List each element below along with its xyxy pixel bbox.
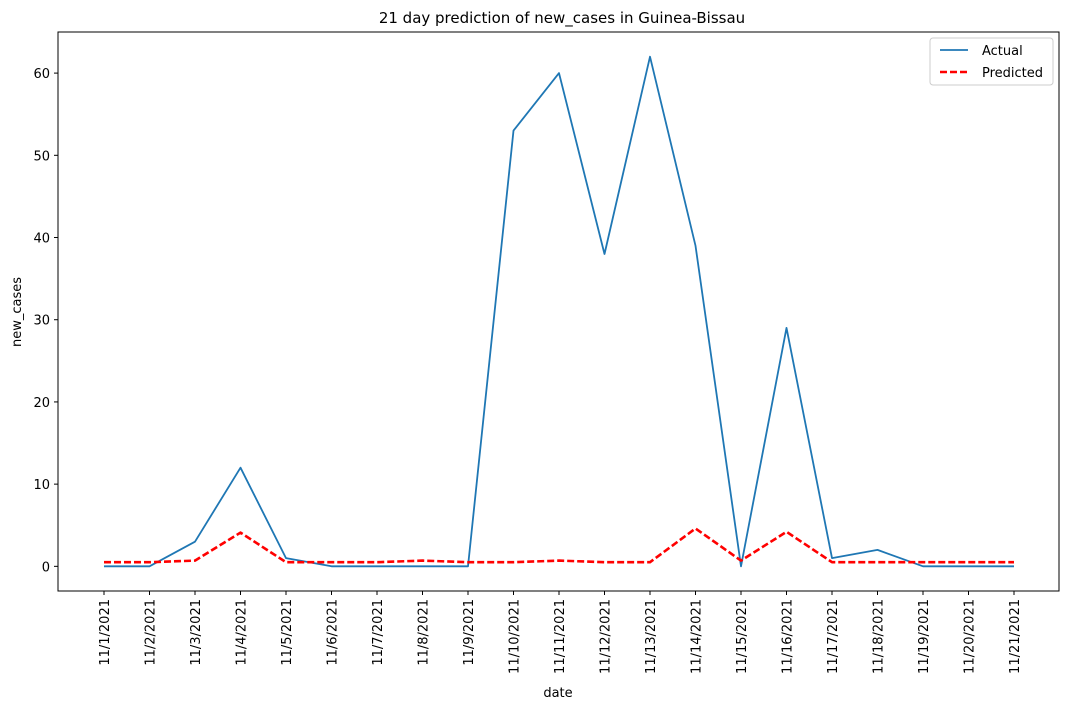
x-tick-label: 11/16/2021 <box>781 599 796 674</box>
x-tick-label: 11/2/2021 <box>144 599 159 666</box>
data-point-predicted <box>331 562 332 563</box>
data-point-actual <box>513 130 514 131</box>
data-point-actual <box>286 558 287 559</box>
y-axis: 0 10 20 30 40 50 60 <box>33 67 58 575</box>
data-point-actual <box>877 549 878 550</box>
x-tick-label: 11/11/2021 <box>553 599 568 674</box>
y-tick-label: 40 <box>33 232 50 247</box>
x-tick-label: 11/21/2021 <box>1008 599 1023 674</box>
data-point-predicted <box>923 562 924 563</box>
data-point-predicted <box>741 560 742 561</box>
data-point-actual <box>741 566 742 567</box>
series-layer <box>104 55 1015 568</box>
data-point-predicted <box>149 562 150 563</box>
x-tick-label: 11/9/2021 <box>462 599 477 666</box>
data-point-predicted <box>877 562 878 563</box>
x-axis-label: date <box>543 686 572 701</box>
data-point-actual <box>468 566 469 567</box>
data-point-actual <box>786 327 787 328</box>
x-tick-label: 11/10/2021 <box>508 599 523 674</box>
data-point-predicted <box>240 532 241 533</box>
data-point-actual <box>331 566 332 567</box>
data-point-actual <box>604 253 605 254</box>
data-point-actual <box>559 73 560 74</box>
y-tick-label: 60 <box>33 67 50 82</box>
y-axis-label: new_cases <box>10 277 25 347</box>
legend-label-predicted: Predicted <box>982 66 1043 81</box>
data-point-predicted <box>786 531 787 532</box>
legend-label-actual: Actual <box>982 44 1023 59</box>
data-point-predicted <box>559 560 560 561</box>
x-tick-label: 11/18/2021 <box>872 599 887 674</box>
legend: Actual Predicted <box>929 37 1054 86</box>
data-point-predicted <box>468 562 469 563</box>
x-tick-label: 11/19/2021 <box>917 599 932 674</box>
data-point-predicted <box>604 562 605 563</box>
data-point-predicted <box>286 562 287 563</box>
y-tick-label: 20 <box>33 396 50 411</box>
data-point-actual <box>968 566 969 567</box>
x-tick-label: 11/17/2021 <box>826 599 841 674</box>
x-tick-label: 11/15/2021 <box>735 599 750 674</box>
data-point-actual <box>650 56 651 57</box>
data-point-actual <box>1014 566 1015 567</box>
plot-area <box>57 31 1060 592</box>
x-tick-label: 11/6/2021 <box>326 599 341 666</box>
data-point-actual <box>832 558 833 559</box>
y-tick-label: 10 <box>33 478 50 493</box>
data-point-predicted <box>104 562 105 563</box>
data-point-predicted <box>195 560 196 561</box>
data-point-actual <box>377 566 378 567</box>
data-point-actual <box>240 467 241 468</box>
data-point-predicted <box>968 562 969 563</box>
x-tick-label: 11/3/2021 <box>189 599 204 666</box>
x-tick-label: 11/14/2021 <box>690 599 705 674</box>
data-point-predicted <box>1014 562 1015 563</box>
y-tick-label: 50 <box>33 149 50 164</box>
data-point-predicted <box>377 562 378 563</box>
series-line-actual <box>104 55 1014 568</box>
x-tick-label: 11/13/2021 <box>644 599 659 674</box>
data-point-actual <box>104 566 105 567</box>
data-point-actual <box>695 245 696 246</box>
chart-title: 21 day prediction of new_cases in Guinea… <box>379 9 745 28</box>
x-tick-label: 11/4/2021 <box>235 599 250 666</box>
data-point-actual <box>195 541 196 542</box>
x-tick-label: 11/7/2021 <box>371 599 386 666</box>
x-axis: 11/1/2021 11/2/2021 11/3/2021 11/4/2021 11/5… <box>98 591 1023 674</box>
y-tick-label: 30 <box>33 314 50 329</box>
data-point-predicted <box>650 562 651 563</box>
x-tick-label: 11/5/2021 <box>280 599 295 666</box>
data-point-actual <box>422 566 423 567</box>
data-point-predicted <box>832 562 833 563</box>
y-tick-label: 0 <box>42 560 50 575</box>
data-point-predicted <box>422 560 423 561</box>
x-tick-label: 11/20/2021 <box>963 599 978 674</box>
data-point-actual <box>149 566 150 567</box>
x-tick-label: 11/1/2021 <box>98 599 113 666</box>
data-point-predicted <box>695 528 696 529</box>
x-tick-label: 11/12/2021 <box>599 599 614 674</box>
data-point-actual <box>923 566 924 567</box>
x-tick-label: 11/8/2021 <box>417 599 432 666</box>
series-line-predicted <box>104 527 1014 564</box>
data-point-predicted <box>513 562 514 563</box>
